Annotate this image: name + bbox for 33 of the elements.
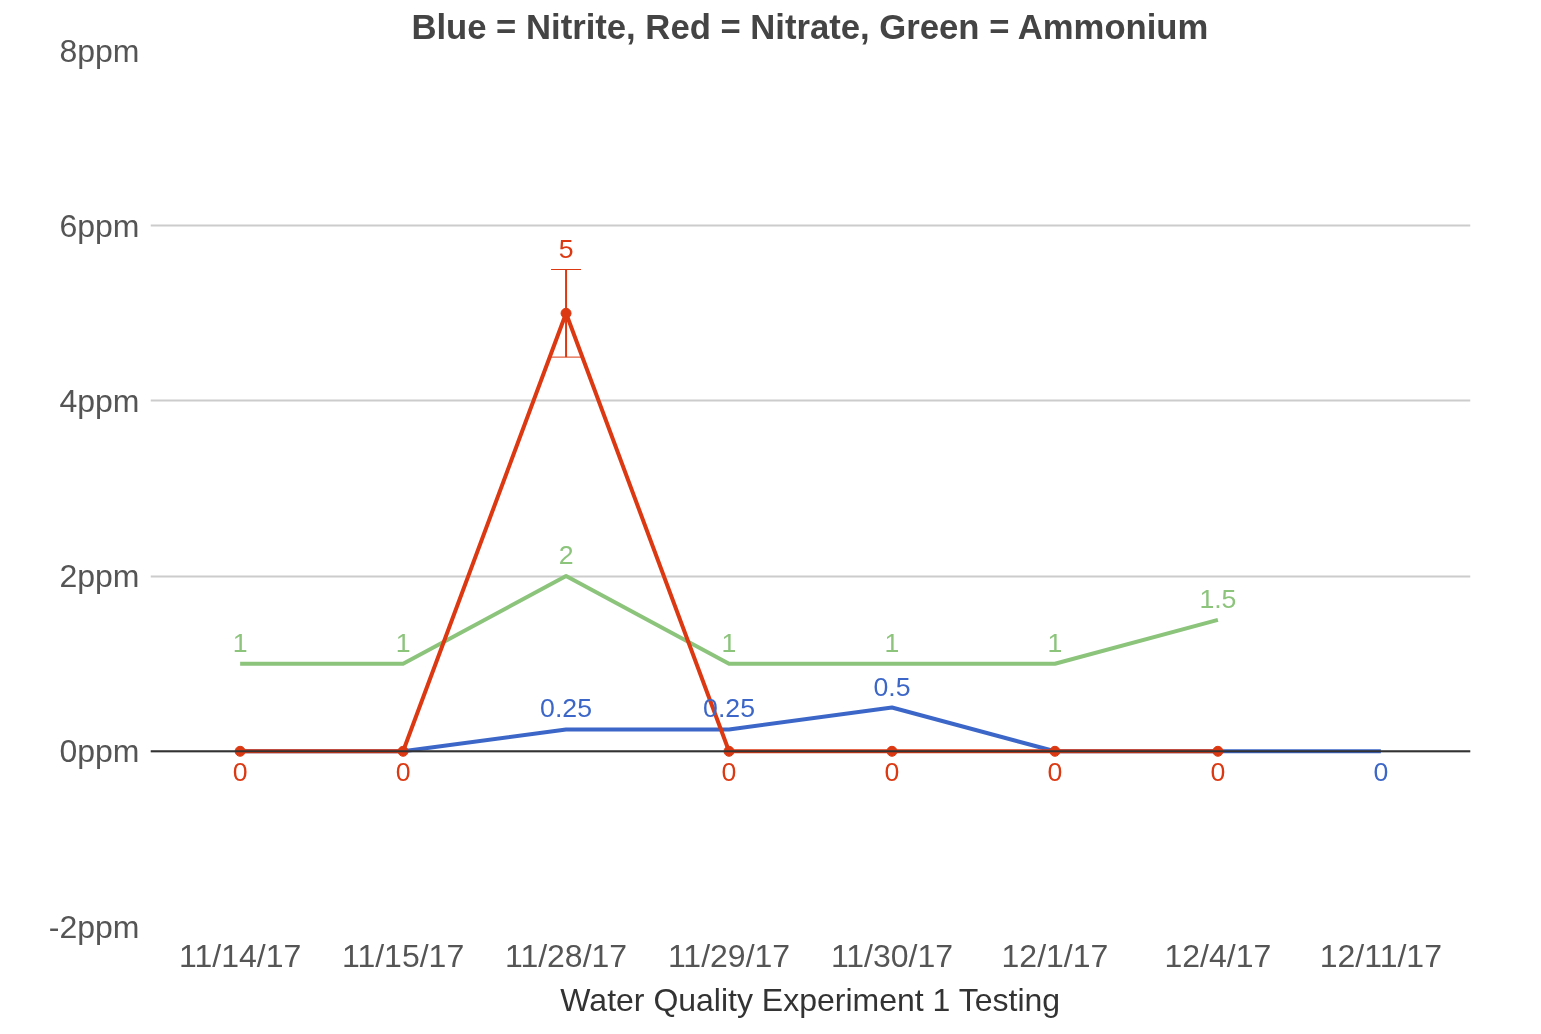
data-label: 0 [1210, 757, 1226, 788]
x-tick-label: 11/14/17 [179, 937, 302, 974]
data-label: 1 [721, 627, 737, 658]
x-tick-label: 12/11/17 [1319, 937, 1442, 974]
x-tick-label: 12/4/17 [1164, 937, 1272, 974]
y-tick-label: 6ppm [59, 207, 140, 244]
data-label: 0 [884, 757, 900, 788]
data-label: 0 [1373, 757, 1389, 788]
data-label: 1 [395, 627, 411, 658]
data-label: 1 [232, 627, 248, 658]
x-tick-label: 11/29/17 [667, 937, 791, 974]
y-tick-label: 8ppm [59, 32, 140, 69]
data-label: 1.5 [1199, 583, 1237, 614]
data-label: 0 [232, 757, 248, 788]
data-label: 0 [395, 757, 411, 788]
data-label: 0.5 [873, 671, 911, 702]
x-tick-label: 12/1/17 [1001, 937, 1109, 974]
x-axis-title: Water Quality Experiment 1 Testing [560, 981, 1061, 1018]
x-tick-label: 11/15/17 [342, 937, 465, 974]
x-tick-label: 11/30/17 [830, 937, 954, 974]
data-label: 0.25 [540, 693, 593, 724]
y-tick-label: -2ppm [48, 908, 140, 945]
data-label: 2 [558, 540, 574, 571]
chart-title: Blue = Nitrite, Red = Nitrate, Green = Ammonium [411, 7, 1209, 46]
y-tick-label: 2ppm [59, 558, 140, 595]
x-tick-label: 11/28/17 [504, 937, 628, 974]
y-tick-label: 0ppm [59, 733, 140, 770]
data-label: 5 [558, 233, 574, 264]
data-label: 1 [884, 627, 900, 658]
y-tick-label: 4ppm [59, 382, 140, 419]
data-label: 0 [721, 757, 737, 788]
data-label: 1 [1047, 627, 1063, 658]
data-label: 0 [1047, 757, 1063, 788]
